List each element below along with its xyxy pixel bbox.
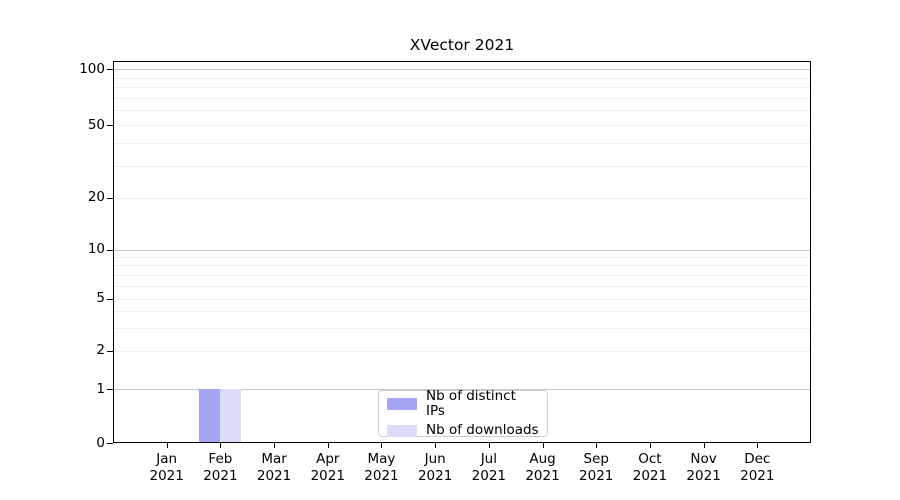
y-tick-label: 10 [87, 241, 105, 258]
gridline-minor [114, 110, 810, 112]
bar-downloads-feb [220, 389, 242, 443]
bar-distinct-ips-feb [199, 389, 221, 443]
gridline-minor [114, 285, 810, 287]
y-tick-label: 2 [96, 342, 105, 359]
chart-title: XVector 2021 [409, 36, 515, 54]
y-tick-mark [107, 298, 113, 300]
x-tick-label: Jul 2021 [471, 451, 507, 484]
gridline-minor [114, 87, 810, 89]
gridline-minor [114, 165, 810, 167]
x-tick-mark [327, 443, 329, 448]
gridline-minor [114, 274, 810, 276]
x-tick-mark [220, 443, 222, 448]
y-tick-label: 20 [87, 189, 105, 206]
x-tick-label: Oct 2021 [632, 451, 668, 484]
y-tick-label: 5 [96, 290, 105, 307]
legend-label-distinct-ips: Nb of distinct IPs [425, 388, 516, 419]
gridline-minor [114, 350, 810, 352]
legend-item-distinct-ips: Nb of distinct IPs [387, 389, 539, 419]
x-tick-mark [757, 443, 759, 448]
gridline-minor [114, 197, 810, 199]
x-tick-label: Jun 2021 [417, 451, 453, 484]
x-tick-label: Mar 2021 [256, 451, 292, 484]
x-tick-mark [381, 443, 383, 448]
gridline-minor [114, 257, 810, 259]
x-tick-mark [703, 443, 705, 448]
y-tick-mark [107, 69, 113, 70]
y-tick-mark [107, 350, 113, 352]
y-tick-mark [107, 249, 113, 251]
gridline-minor [114, 327, 810, 329]
x-tick-mark [166, 443, 168, 448]
x-tick-label: May 2021 [364, 451, 399, 484]
legend-label-downloads: Nb of downloads [426, 422, 539, 438]
x-tick-mark [274, 443, 276, 448]
x-tick-label: Sep 2021 [579, 451, 614, 484]
gridline-minor [114, 298, 810, 300]
y-tick-mark [107, 197, 113, 199]
y-tick-mark [107, 125, 113, 127]
gridline-minor [114, 97, 810, 99]
y-tick-label: 0 [96, 434, 105, 451]
gridline-minor [114, 125, 810, 127]
x-tick-label: Apr 2021 [310, 451, 345, 484]
gridline-major [114, 389, 810, 391]
y-tick-mark [107, 443, 113, 444]
gridline-minor [114, 311, 810, 313]
x-tick-mark [435, 443, 437, 448]
gridline-major [114, 249, 810, 251]
y-tick-label: 50 [87, 116, 105, 133]
x-tick-mark [596, 443, 598, 448]
x-tick-mark [542, 443, 544, 448]
x-tick-label: Aug 2021 [525, 451, 560, 484]
x-tick-label: Feb 2021 [203, 451, 238, 484]
gridline-minor [114, 77, 810, 79]
y-tick-label: 1 [96, 380, 105, 397]
legend: Nb of distinct IPs Nb of downloads [378, 389, 548, 438]
gridline-minor [114, 265, 810, 267]
x-tick-mark [649, 443, 651, 448]
gridline-minor [114, 142, 810, 144]
y-tick-label: 100 [79, 60, 105, 77]
plot-border [113, 61, 811, 443]
legend-item-downloads: Nb of downloads [387, 423, 539, 438]
x-tick-label: Dec 2021 [740, 451, 775, 484]
x-tick-label: Jan 2021 [149, 451, 184, 484]
x-tick-mark [488, 443, 490, 448]
y-tick-mark [107, 389, 113, 391]
x-tick-label: Nov 2021 [686, 451, 721, 484]
gridline-major [114, 69, 810, 70]
legend-swatch-distinct-ips-icon [387, 398, 417, 410]
legend-swatch-downloads-icon [387, 424, 417, 437]
